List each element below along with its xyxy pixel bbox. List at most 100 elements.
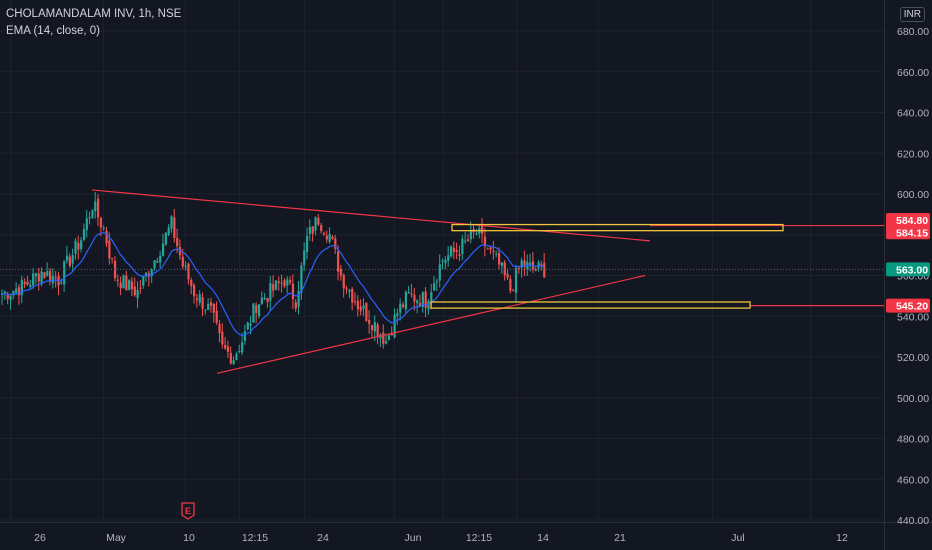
candle-body [342,274,345,289]
price-marker-badge[interactable]: 584.80 [886,212,930,227]
candle-body [82,229,86,240]
candle-body [187,263,190,280]
candle-body [351,289,354,303]
candle-body [54,277,57,279]
candle-body [514,267,518,293]
candle-body [125,275,128,291]
price-tick-label: 460.00 [897,474,929,486]
candle-body [368,320,371,324]
candle-body [387,335,391,340]
candle-body [401,304,405,307]
time-tick-label: 21 [614,532,626,544]
candle-body [173,217,176,238]
candle-body [102,227,105,229]
candle-body [29,284,32,288]
candle-body [447,255,450,261]
candle-body [40,271,43,284]
candle-body [88,216,91,219]
candle-body [325,235,328,240]
price-marker-label: 545.20 [896,301,928,313]
price-tick-label: 600.00 [897,189,929,201]
price-tick-label: 480.00 [897,434,929,446]
candle-body [308,226,311,234]
candle-body [193,285,196,297]
candle-body [60,282,63,284]
candle-body [255,305,258,314]
price-tick-label: 500.00 [897,393,929,405]
candle-body [156,260,159,263]
candle-body [433,283,436,291]
candle-body [23,281,26,285]
candle-body [71,255,74,264]
candle-body [184,265,187,267]
time-tick-label: May [106,532,127,544]
candle-body [305,235,309,252]
candle-body [77,242,80,250]
candle-body [311,226,314,234]
candle-body [322,233,326,235]
candle-body [142,276,145,286]
chart-legend: CHOLAMANDALAM INV, 1h, NSE EMA (14, clos… [6,6,181,40]
candle-body [469,230,472,240]
candle-body [356,300,360,309]
time-tick-label: 26 [34,532,46,544]
resistance-zone[interactable] [451,223,784,232]
candle-body [49,270,52,282]
candle-body [181,256,184,267]
candle-body [218,323,221,334]
candle-body [63,261,66,285]
support-zone[interactable] [430,301,751,309]
indicator-label[interactable]: EMA (14, close, 0) [6,25,100,37]
candle-body [512,290,515,292]
candle-body [178,246,182,256]
candle-body [209,302,213,306]
candle-body [153,260,156,269]
candle-body [150,269,153,277]
candle-body [331,236,334,239]
candle-body [130,281,134,290]
candle-body [520,260,523,268]
candle-body [373,322,376,332]
candle-body [486,248,489,250]
candle-body [272,284,275,291]
earnings-e-icon[interactable]: E [181,502,195,520]
svg-text:E: E [185,506,191,516]
candle-body [370,325,374,331]
candle-body [452,247,456,252]
candle-body [365,302,368,321]
upper-trendline[interactable] [91,189,651,242]
currency-button[interactable]: INR [899,7,925,22]
candle-body [418,303,422,307]
candle-body [263,297,266,300]
lower-trendline[interactable] [216,274,646,374]
candle-body [396,313,399,316]
grid [0,0,884,522]
candle-body [9,295,12,300]
symbol-label[interactable]: CHOLAMANDALAM INV, 1h, NSE [6,8,182,20]
candle-body [274,280,278,290]
candle-body [257,304,261,317]
candle-body [393,314,396,338]
price-marker-badge[interactable]: 545.20 [886,298,930,313]
candle-body [204,309,207,311]
candle-body [113,260,117,279]
candle-body [399,303,402,313]
time-axis[interactable]: 26 May 10 12:15 24 Jun 12:15 14 21 Jul 12 [34,532,848,544]
price-tick-label: 620.00 [897,148,929,160]
candle-body [32,273,35,286]
candle-body [238,351,241,353]
candle-body [466,239,470,241]
candle-body [176,237,179,247]
time-tick-label: Jul [731,532,744,544]
price-marker-bg [886,262,930,277]
candle-body [404,292,408,310]
candle-body [167,227,170,235]
candle-body [421,292,424,307]
price-marker-badge[interactable]: 584.15 [886,225,930,240]
price-marker-badge[interactable]: 563.00 [886,262,930,277]
ema-line[interactable] [1,232,545,337]
candle-body [43,272,46,278]
price-tick-label: 440.00 [897,515,929,527]
